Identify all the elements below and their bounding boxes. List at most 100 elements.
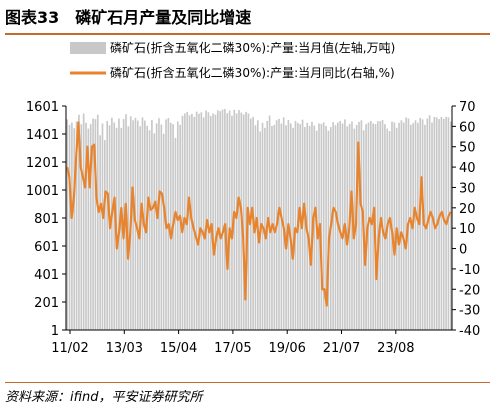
bar <box>92 118 94 331</box>
bar <box>346 126 349 330</box>
bar <box>431 122 433 331</box>
yoy-line <box>66 121 452 307</box>
chart: 磷矿石(折含五氧化二磷30%):产量:当月值(左轴,万吨) 磷矿石(折含五氧化二… <box>26 40 480 356</box>
bar <box>384 124 386 330</box>
x-tick-label: 13/03 <box>106 341 143 356</box>
bar <box>294 120 297 331</box>
bar <box>66 119 68 330</box>
bar <box>136 120 139 330</box>
bar <box>113 122 116 331</box>
bar <box>322 122 325 331</box>
bar <box>351 121 353 330</box>
bar <box>148 130 151 330</box>
bar <box>355 124 358 331</box>
left-tick-label: 1 <box>51 324 59 339</box>
bar <box>238 110 240 330</box>
figure-title: 图表33 磷矿石月产量及同比增速 <box>5 5 490 31</box>
bar <box>280 123 283 331</box>
bar <box>372 123 374 331</box>
bar <box>127 126 130 330</box>
bar <box>132 120 134 330</box>
bar <box>80 124 83 330</box>
bar <box>421 119 424 330</box>
bar <box>120 127 123 330</box>
left-tick-label: 1401 <box>26 128 59 143</box>
bar <box>360 120 363 330</box>
legend-line-label: 磷矿石(折含五氧化二磷30%):产量:当月同比(右轴,%) <box>110 65 395 80</box>
source-note: 资料来源：ifind，平安证券研究所 <box>5 390 203 405</box>
bar <box>141 117 144 330</box>
bar <box>104 140 106 330</box>
right-tick-label: 0 <box>459 243 467 258</box>
bar <box>299 124 302 330</box>
bar <box>169 122 172 330</box>
left-tick-label: 801 <box>34 212 59 227</box>
bar <box>313 125 316 330</box>
right-tick-label: -10 <box>459 263 480 278</box>
bar <box>181 115 184 330</box>
bar <box>71 122 73 331</box>
source-divider <box>5 382 490 383</box>
bar <box>231 115 233 330</box>
bar <box>289 123 292 331</box>
bar <box>285 125 287 330</box>
bar <box>226 113 229 331</box>
bar <box>151 119 153 331</box>
bar <box>153 133 156 330</box>
bar <box>402 122 405 331</box>
bar <box>212 113 214 330</box>
bar <box>334 125 337 330</box>
bar <box>242 114 245 330</box>
bar <box>428 115 431 330</box>
bar <box>82 113 85 330</box>
bar <box>292 127 294 330</box>
figure-caption: 磷矿石月产量及同比增速 <box>75 8 252 27</box>
title-divider <box>5 33 490 35</box>
right-tick-label: -20 <box>459 283 480 298</box>
right-tick-label: 70 <box>459 100 476 115</box>
axes: 1601 1401 1201 1001 801 601 401 201 1 70 60 50 40 30 2… <box>26 100 480 356</box>
right-tick-label: 20 <box>459 202 476 217</box>
bar <box>358 121 360 330</box>
left-tick-label: 401 <box>34 268 59 283</box>
line-series <box>66 121 452 307</box>
right-tick-label: -40 <box>459 324 480 339</box>
legend-bar-swatch <box>70 42 106 54</box>
x-tick-label: 19/06 <box>268 341 305 356</box>
left-tick-label: 601 <box>34 240 59 255</box>
bar <box>224 109 226 330</box>
figure-number: 图表33 <box>5 8 60 27</box>
bar <box>325 125 327 330</box>
bar <box>440 116 443 330</box>
right-tick-label: 40 <box>459 161 476 176</box>
bar <box>304 127 306 330</box>
x-tick-label: 23/08 <box>377 341 414 356</box>
bar <box>235 113 238 330</box>
bar <box>377 121 379 331</box>
right-tick-label: 60 <box>459 120 476 135</box>
bar <box>158 118 160 330</box>
bar <box>99 135 101 330</box>
bar <box>438 119 440 330</box>
left-tick-label: 1201 <box>26 156 59 171</box>
bar <box>339 120 342 331</box>
x-tick-label: 11/02 <box>51 341 88 356</box>
bar <box>320 123 323 330</box>
x-tick-label: 15/04 <box>160 341 197 356</box>
bar <box>106 120 109 331</box>
bar <box>245 111 247 330</box>
bar <box>214 114 217 330</box>
bar <box>193 116 196 330</box>
bar <box>111 117 113 330</box>
right-tick-label: -30 <box>459 304 480 319</box>
bar <box>219 111 221 331</box>
bar <box>409 124 412 331</box>
right-tick-label: 10 <box>459 222 476 237</box>
bar <box>450 121 452 330</box>
bar <box>405 117 407 330</box>
bar <box>101 123 104 331</box>
bar <box>447 117 450 330</box>
bar <box>87 128 90 330</box>
bar <box>195 111 198 330</box>
right-tick-label: 50 <box>459 141 476 156</box>
